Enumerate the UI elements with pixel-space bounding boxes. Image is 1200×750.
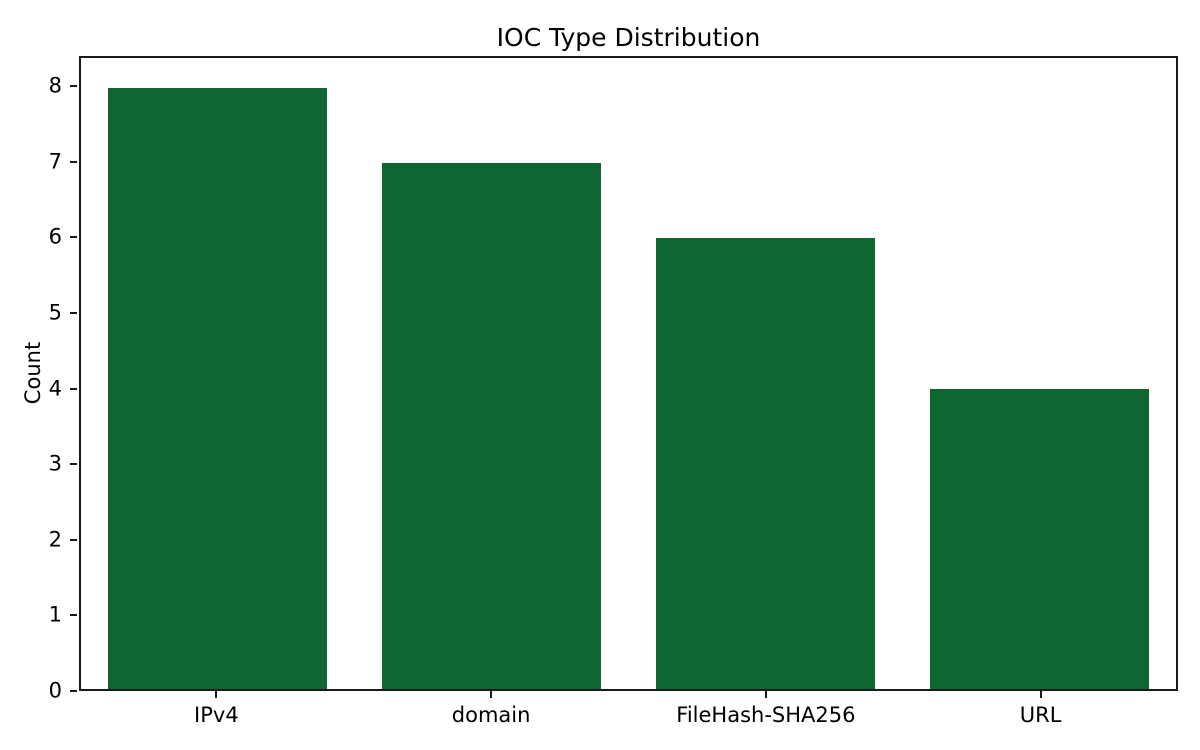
y-tick [70, 160, 77, 163]
x-tick [1039, 691, 1042, 698]
chart-title: IOC Type Distribution [496, 23, 761, 52]
bar-FileHash-SHA256 [655, 238, 875, 689]
y-tick-label: 1 [48, 602, 62, 627]
y-tick-label: 4 [48, 376, 62, 401]
x-tick-label: IPv4 [194, 703, 239, 727]
bar-domain [382, 163, 602, 689]
bar-IPv4 [108, 88, 328, 689]
x-tick-label: URL [1019, 703, 1062, 727]
y-tick [70, 614, 77, 617]
x-tick [764, 691, 767, 698]
y-tick-label: 2 [48, 527, 62, 552]
y-tick [70, 690, 77, 692]
y-tick-label: 7 [48, 149, 62, 174]
bar-URL [929, 388, 1149, 689]
x-tick-labels: IPv4 domain FileHash-SHA256 URL [79, 703, 1178, 733]
y-tick [70, 387, 77, 390]
y-tick [70, 312, 77, 315]
x-tick-marks [79, 691, 1178, 698]
y-tick [70, 538, 77, 541]
bars-layer [81, 58, 1176, 689]
plot-area [79, 56, 1178, 691]
y-tick-labels: 0 1 2 3 4 5 6 7 8 [0, 56, 62, 701]
y-tick-label: 5 [48, 300, 62, 325]
y-tick-label: 8 [48, 73, 62, 98]
y-tick-label: 3 [48, 451, 62, 476]
y-tick [70, 236, 77, 239]
x-tick-label: FileHash-SHA256 [676, 703, 856, 727]
y-tick-label: 6 [48, 224, 62, 249]
y-tick-label: 0 [48, 678, 62, 703]
x-tick [490, 691, 493, 698]
x-tick-label: domain [451, 703, 531, 727]
x-tick [215, 691, 218, 698]
y-tick [70, 463, 77, 466]
y-tick-marks [70, 56, 77, 692]
y-tick [70, 85, 77, 88]
